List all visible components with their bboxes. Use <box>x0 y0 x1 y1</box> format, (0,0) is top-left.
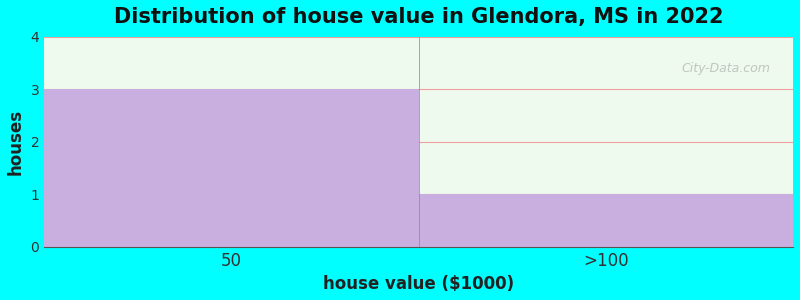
Y-axis label: houses: houses <box>7 109 25 175</box>
Text: City-Data.com: City-Data.com <box>682 62 770 75</box>
Title: Distribution of house value in Glendora, MS in 2022: Distribution of house value in Glendora,… <box>114 7 723 27</box>
X-axis label: house value ($1000): house value ($1000) <box>323 275 514 293</box>
Bar <box>44 89 418 247</box>
Bar <box>418 194 793 247</box>
